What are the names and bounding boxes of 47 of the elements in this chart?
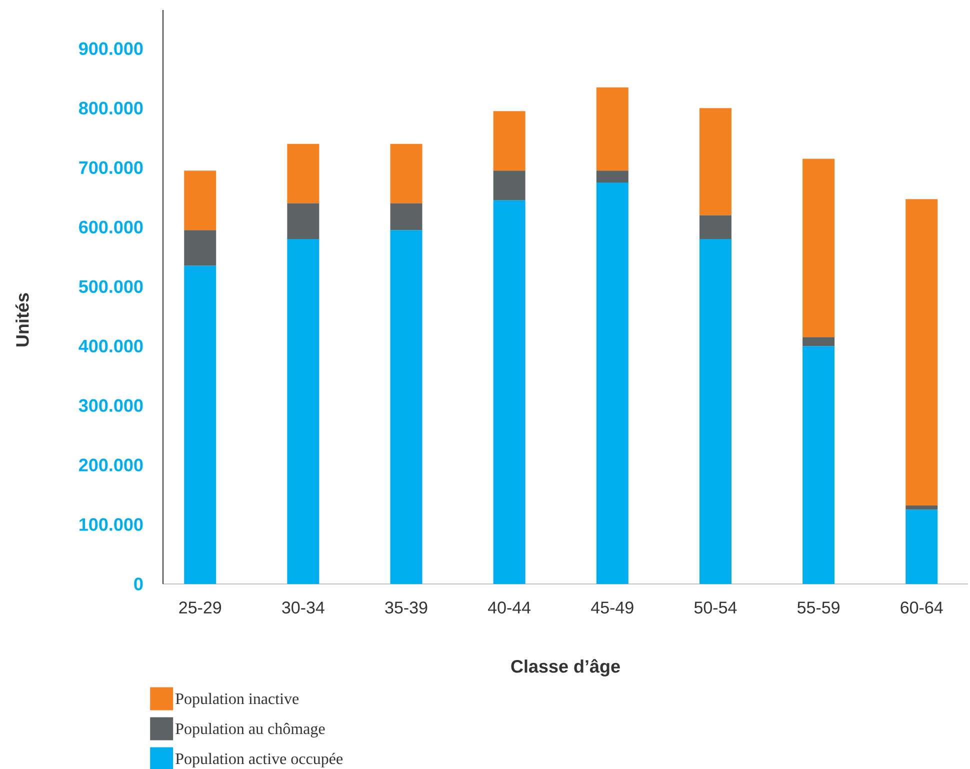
bar [390, 203, 422, 230]
y-tick-label: 800.000 [78, 102, 143, 115]
bar [699, 108, 732, 216]
bar [184, 230, 216, 266]
x-tick-label: 35-39 [385, 602, 428, 614]
y-axis-title: Unités [15, 293, 29, 346]
y-tick-label: 0 [134, 578, 143, 590]
y-tick-label: 400.000 [78, 340, 143, 352]
legend-label: Population au chômage [176, 722, 325, 738]
bar [287, 203, 320, 239]
y-tick-label: 100.000 [80, 518, 143, 531]
legend-label: Population inactive [176, 692, 299, 708]
x-axis-title: Classe d’âge [511, 659, 620, 676]
y-tick-label: 600.000 [79, 220, 143, 234]
bar [287, 238, 320, 584]
y-tick-label: 200.000 [79, 458, 143, 472]
x-tick-label: 50-54 [694, 602, 737, 614]
bar [390, 230, 422, 584]
bar [802, 346, 835, 584]
bar [906, 510, 938, 584]
bar [596, 87, 628, 171]
bar [906, 199, 938, 506]
x-tick-label: 60-64 [900, 602, 943, 614]
bar [287, 144, 320, 204]
bar [906, 505, 938, 510]
x-tick-label: 55-59 [797, 602, 840, 614]
x-tick-label: 45-49 [591, 602, 634, 614]
y-tick-label: 500.000 [78, 280, 143, 293]
y-tick-label: 900.000 [79, 42, 143, 56]
bar [699, 238, 732, 584]
bar [493, 200, 526, 584]
bar [699, 215, 732, 239]
bar [184, 170, 216, 230]
bar [596, 170, 628, 182]
x-tick-label: 40-44 [488, 602, 531, 614]
y-tick-label: 300.000 [78, 399, 143, 412]
bar [596, 182, 628, 584]
bar [802, 337, 835, 346]
x-tick-label: 30-34 [282, 602, 324, 614]
bar [390, 144, 422, 204]
x-tick-label: 25-29 [179, 602, 222, 614]
bar [802, 158, 835, 338]
bar [493, 111, 526, 171]
bar [184, 266, 216, 584]
y-tick-label: 700.000 [79, 161, 143, 174]
bar [493, 170, 526, 200]
legend-label: Population active occupée [176, 752, 342, 768]
